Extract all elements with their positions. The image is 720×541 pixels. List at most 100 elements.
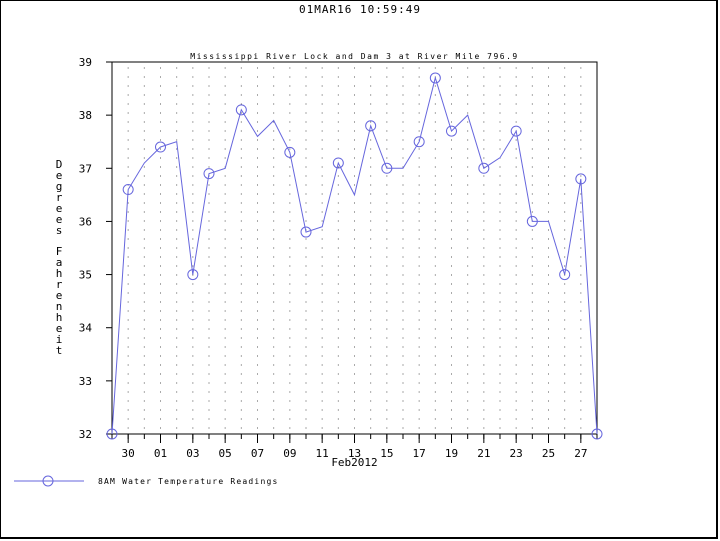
grid-dot [564,166,566,168]
grid-dot [499,391,501,393]
grid-dot [257,346,258,348]
grid-dot [143,175,145,177]
grid-dot [467,418,469,420]
grid-dot [289,292,291,294]
grid-dot [548,238,549,240]
grid-dot [224,256,226,258]
grid-dot [127,310,129,312]
grid-dot [321,337,323,339]
grid-dot [127,274,129,276]
grid-dot [160,121,161,123]
grid-dot [160,265,161,267]
grid-dot [208,130,210,132]
grid-dot [515,337,517,339]
grid-dot [386,274,388,276]
grid-dot [580,211,582,213]
grid-dot [548,427,549,429]
grid-dot [127,103,129,105]
grid-dot [354,76,355,78]
grid-dot [548,211,549,213]
grid-dot [257,382,258,384]
grid-dot [160,319,161,321]
grid-dot [370,67,372,69]
grid-dot [402,220,404,222]
grid-dot [289,301,291,303]
grid-dot [564,337,566,339]
y-tick-label: 39 [79,56,92,69]
grid-dot [402,67,404,69]
grid-dot [402,85,404,87]
grid-dot [289,400,291,402]
grid-dot [305,193,307,195]
grid-dot [224,337,226,339]
grid-dot [305,283,307,285]
grid-dot [386,202,388,204]
grid-dot [143,139,145,141]
grid-dot [499,337,501,339]
grid-dot [224,220,226,222]
grid-dot [483,427,485,429]
grid-dot [337,193,339,195]
grid-dot [354,130,355,132]
grid-dot [208,139,210,141]
grid-dot [208,427,210,429]
grid-dot [467,364,469,366]
grid-dot [451,67,452,69]
grid-dot [386,148,388,150]
grid-dot [451,373,452,375]
grid-dot [580,328,582,330]
grid-dot [240,121,242,123]
grid-dot [289,211,291,213]
grid-dot [192,283,194,285]
grid-dot [467,283,469,285]
grid-dot [305,364,307,366]
grid-dot [224,211,226,213]
grid-dot [337,256,339,258]
grid-dot [418,121,420,123]
grid-dot [176,256,178,258]
grid-dot [434,157,436,159]
grid-dot [580,409,582,411]
grid-dot [354,148,355,150]
grid-dot [548,112,549,114]
grid-dot [386,418,388,420]
grid-dot [224,67,226,69]
grid-dot [240,283,242,285]
x-tick-label: 15 [380,447,393,460]
grid-dot [483,256,485,258]
grid-dot [402,265,404,267]
grid-dot [386,265,388,267]
grid-dot [143,256,145,258]
x-axis-label: Feb2012 [331,456,377,469]
grid-dot [208,229,210,231]
grid-dot [224,373,226,375]
grid-dot [208,220,210,222]
grid-dot [354,121,355,123]
grid-dot [289,220,291,222]
grid-dot [289,418,291,420]
grid-dot [580,265,582,267]
grid-dot [531,364,533,366]
grid-dot [321,292,323,294]
grid-dot [548,247,549,249]
grid-dot [515,67,517,69]
grid-dot [305,94,307,96]
grid-dot [386,373,388,375]
grid-dot [564,301,566,303]
grid-dot [515,157,517,159]
grid-dot [160,103,161,105]
grid-dot [127,427,129,429]
grid-dot [386,256,388,258]
grid-dot [257,112,258,114]
grid-dot [386,283,388,285]
grid-dot [127,409,129,411]
grid-dot [257,103,258,105]
grid-dot [289,112,291,114]
grid-dot [418,364,420,366]
grid-dot [337,121,339,123]
grid-dot [451,166,452,168]
grid-dot [208,274,210,276]
grid-dot [515,103,517,105]
grid-dot [321,247,323,249]
x-tick-label: 17 [413,447,426,460]
